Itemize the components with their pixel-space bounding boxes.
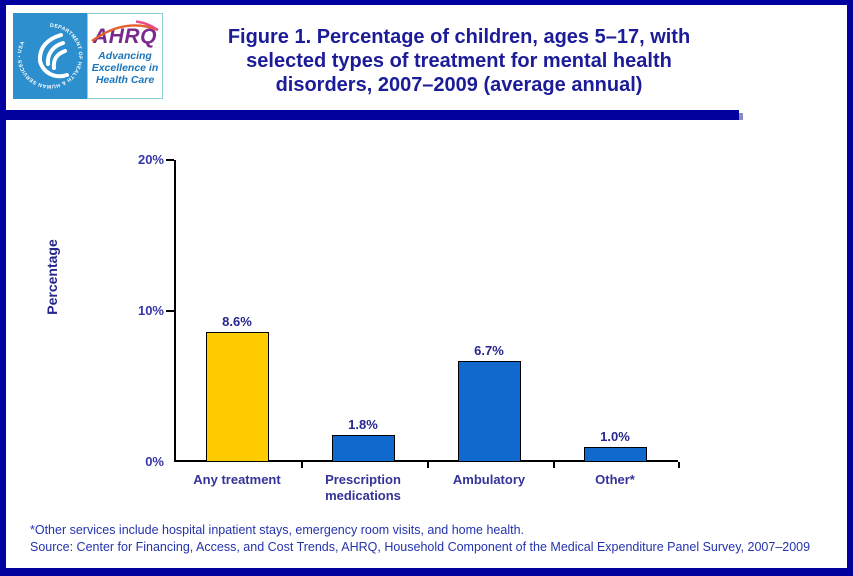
x-axis-category-label: Other* [595, 472, 635, 487]
figure-title-line1: Figure 1. Percentage of children, ages 5… [227, 26, 691, 48]
x-axis-tick [553, 462, 555, 468]
bar-any-treatment [205, 332, 269, 462]
bar-group-ambulatory: 6.7% Ambulatory [426, 160, 552, 488]
figure-title-line3: disorders, 2007–2009 (average annual) [275, 74, 643, 96]
hhs-ahrq-logo: DEPARTMENT OF HEALTH & HUMAN SERVICES • … [13, 13, 163, 99]
x-axis-tick [678, 462, 680, 468]
x-axis-tick [427, 462, 429, 468]
figure-title: Figure 1. Percentage of children, ages 5… [176, 25, 742, 97]
x-axis-tick [301, 462, 303, 468]
bar-value-label: 1.8% [348, 417, 378, 432]
y-axis-tick [166, 159, 174, 161]
bar-prescription-medications [331, 435, 395, 462]
y-tick-label-20: 20% [137, 152, 164, 167]
ahrq-tagline-line3: Health Care [95, 74, 155, 86]
hhs-eagle-icon [37, 33, 69, 79]
footnote-source: Source: Center for Financing, Access, an… [30, 540, 811, 554]
x-axis-category-label: Any treatment [193, 472, 281, 487]
bar-other [583, 447, 647, 462]
y-axis-title: Percentage [44, 239, 60, 315]
y-tick-label-10: 10% [137, 303, 164, 318]
header-divider-rule [6, 110, 739, 120]
ahrq-logo: AHRQ Advancing Excellence in Health Care [87, 13, 163, 99]
bar-value-label: 8.6% [222, 314, 252, 329]
x-axis-category-label: Prescription medications [325, 472, 401, 503]
bar-value-label: 6.7% [474, 343, 504, 358]
bar-group-any-treatment: 8.6% Any treatment [174, 160, 300, 488]
bar-group-other: 1.0% Other* [552, 160, 678, 488]
ahrq-tagline-line2: Excellence in [91, 62, 159, 74]
x-axis-category-label: Ambulatory [452, 472, 526, 487]
plot-area [166, 159, 680, 468]
header-divider-shadow [739, 113, 743, 120]
ahrq-arc-icon [91, 20, 159, 42]
hhs-seal-icon: DEPARTMENT OF HEALTH & HUMAN SERVICES • … [13, 13, 87, 99]
bar-value-label: 1.0% [600, 429, 630, 444]
figure-title-line2: selected types of treatment for mental h… [246, 50, 672, 72]
footnote-other-services: *Other services include hospital inpatie… [30, 523, 524, 537]
bar-ambulatory [457, 361, 521, 462]
y-tick-label-0: 0% [145, 454, 164, 469]
y-axis-tick [166, 310, 174, 312]
ahrq-tagline: Advancing Excellence in Health Care [88, 50, 162, 86]
footnotes: *Other services include hospital inpatie… [30, 522, 830, 556]
bar-group-prescription-medications: 1.8% Prescription medications [300, 160, 426, 504]
ahrq-tagline-line1: Advancing [98, 50, 152, 62]
